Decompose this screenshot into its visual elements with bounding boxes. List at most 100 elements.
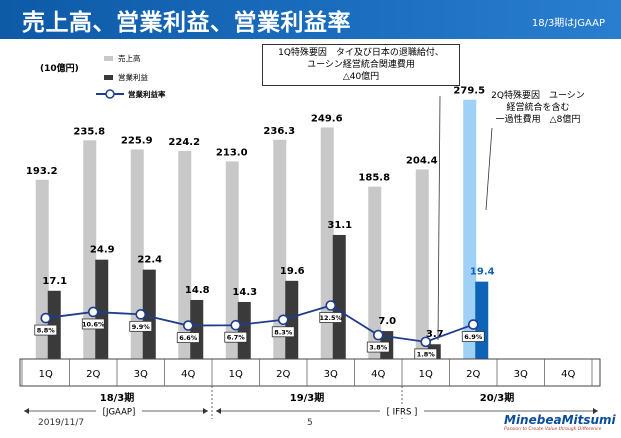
q2-note-pointer — [485, 127, 493, 211]
margin-point — [135, 309, 147, 320]
fiscal-year-label: 19/3期 — [290, 391, 325, 404]
margin-point — [40, 312, 52, 324]
ifrs-arrow-head — [593, 408, 598, 414]
sales-value-label: 225.9 — [121, 135, 153, 146]
margin-line — [45, 304, 474, 343]
sales-bar — [83, 140, 97, 359]
op-income-value-label: 19.4 — [470, 267, 495, 278]
fiscal-year-label: 18/3期 — [100, 391, 135, 404]
quarter-label: 3Q — [324, 369, 338, 380]
op-income-value-label: 19.6 — [280, 266, 305, 277]
legend-label-op-income: 営業利益 — [118, 72, 148, 82]
op-income-bar — [285, 280, 299, 359]
quarter-label: 2Q — [86, 369, 100, 380]
page-number: 5 — [307, 418, 313, 428]
quarter-label: 4Q — [181, 369, 195, 380]
q1-special-factor-note: 1Q特殊要因 タイ及び日本の退職給付、 ユーシン経営統合関連費用 △40億円 — [262, 44, 460, 86]
jgaap-label: [JGAAP] — [103, 408, 136, 418]
margin-value-label: 10.6% — [82, 320, 105, 328]
quarter-label: 4Q — [371, 369, 385, 380]
sales-value-label: 204.4 — [406, 155, 438, 166]
margin-label-box — [366, 341, 390, 353]
quarter-label: 2Q — [466, 369, 480, 380]
q1-note-line: △40億円 — [342, 72, 380, 82]
jgaap-arrow-head — [203, 408, 208, 414]
sales-value-label: 193.2 — [26, 166, 58, 177]
margin-point — [372, 329, 384, 341]
op-income-bar — [142, 269, 156, 359]
margin-point — [182, 320, 194, 331]
margin-point — [87, 306, 99, 318]
legend-swatch-sales — [104, 56, 113, 61]
sales-bar — [320, 127, 334, 359]
quarter-label: 1Q — [419, 369, 433, 380]
op-income-value-label: 24.9 — [90, 245, 115, 256]
legend-swatch-op-income — [104, 75, 113, 80]
footer-date: 2019/11/7 — [38, 418, 85, 428]
sales-bar — [225, 161, 239, 359]
op-income-value-label: 31.1 — [327, 220, 352, 231]
op-income-value-label: 14.3 — [232, 287, 257, 298]
margin-value-label: 12.5% — [319, 314, 342, 322]
sales-value-label: 224.2 — [168, 137, 200, 148]
q2-special-factor-note: 2Q特殊要因 ユーシン 経営統合を含む 一過性費用 △8億円 — [487, 88, 589, 128]
logo-name: MinebeaMitsumi — [504, 413, 616, 427]
sales-value-label: 249.6 — [311, 113, 343, 124]
margin-label-box — [176, 332, 200, 343]
fiscal-year-label: 20/3期 — [480, 391, 515, 404]
sales-value-label: 279.5 — [453, 86, 485, 97]
op-income-value-label: 7.0 — [378, 316, 396, 327]
quarter-label: 1Q — [229, 369, 243, 380]
op-income-value-label: 22.4 — [137, 255, 162, 266]
margin-label-box — [224, 331, 248, 343]
company-logo: MinebeaMitsumi Passion to Create Value t… — [504, 414, 616, 433]
sales-bar — [368, 186, 382, 359]
q1-note-pointer — [437, 95, 441, 341]
header-bar: 売上高、営業利益、営業利益率 18/3期はJGAAP — [0, 0, 621, 39]
margin-value-label: 8.3% — [274, 328, 293, 336]
quarter-label: 2Q — [276, 369, 290, 380]
ifrs-label: [ IFRS ] — [387, 408, 418, 418]
margin-value-label: 8.8% — [37, 327, 56, 335]
q2-note-line: 一過性費用 △8億円 — [495, 115, 581, 125]
margin-label-box — [34, 324, 58, 336]
op-income-value-label: 14.8 — [185, 285, 210, 296]
op-income-bar — [237, 301, 251, 359]
margin-label-box — [129, 320, 153, 332]
ifrs-arrow-head — [216, 408, 221, 414]
op-income-bar — [190, 299, 204, 359]
quarter-label: 3Q — [514, 369, 528, 380]
sales-value-label: 236.3 — [263, 126, 295, 137]
accounting-standard-note: 18/3期はJGAAP — [531, 18, 605, 29]
q2-note-line: 経営統合を含む — [506, 103, 570, 113]
margin-label-box — [81, 318, 105, 330]
legend-marker-margin — [105, 89, 115, 99]
sales-bar — [178, 151, 192, 359]
margin-point — [230, 319, 242, 331]
q1-note-line: 1Q特殊要因 タイ及び日本の退職給付、 — [278, 48, 444, 58]
margin-value-label: 6.9% — [464, 333, 483, 341]
quarter-label: 3Q — [134, 369, 148, 380]
quarter-label: 4Q — [561, 369, 575, 380]
margin-point — [467, 319, 479, 330]
sales-value-label: 235.8 — [73, 126, 105, 137]
sales-value-label: 185.8 — [358, 173, 390, 184]
quarter-label: 1Q — [39, 369, 53, 380]
margin-value-label: 9.9% — [132, 323, 151, 331]
margin-label-box — [319, 312, 343, 323]
op-income-value-label: 17.1 — [42, 276, 67, 287]
ifrs-label-bg — [380, 405, 424, 417]
margin-value-label: 6.7% — [227, 334, 246, 342]
sales-bar — [463, 99, 477, 359]
margin-label-box — [271, 326, 295, 338]
legend-label-margin: 営業利益率 — [128, 89, 166, 99]
sales-value-label: 213.0 — [216, 147, 248, 158]
margin-value-label: 6.6% — [179, 334, 198, 342]
jgaap-arrow-head — [24, 408, 29, 414]
q2-note-line: 2Q特殊要因 ユーシン — [491, 91, 585, 101]
sales-bar — [130, 149, 144, 359]
margin-label-box — [461, 331, 485, 342]
q1-note-line: ユーシン経営統合関連費用 — [307, 60, 415, 70]
